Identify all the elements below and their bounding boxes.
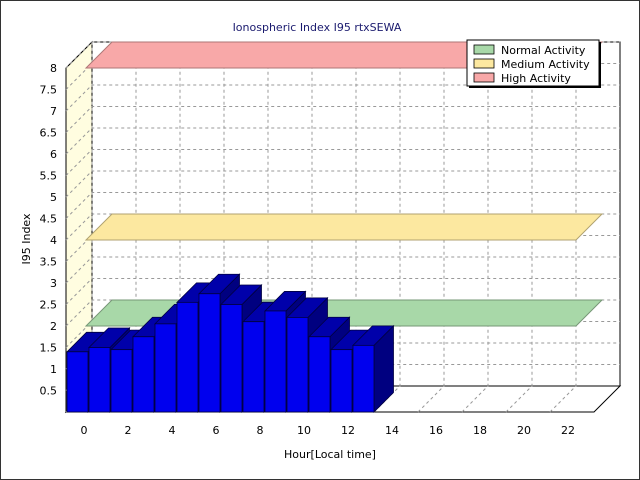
- bar-series: [66, 273, 395, 413]
- y-tick-label: 1.5: [40, 342, 58, 355]
- x-tick-label: 20: [517, 424, 531, 437]
- legend-label: Medium Activity: [501, 58, 590, 71]
- x-axis-label: Hour[Local time]: [284, 448, 376, 461]
- legend-swatch: [473, 58, 495, 69]
- legend-swatch: [473, 72, 495, 83]
- y-gridline: [65, 106, 620, 133]
- y-tick-label: 1: [50, 363, 57, 376]
- bar-front: [198, 293, 221, 413]
- y-gridline: [65, 256, 620, 284]
- x-tick-label: 16: [429, 424, 443, 437]
- bar-front: [352, 344, 375, 413]
- axes: 0.5 1 1.5 2 2.5 3 3.5 4 4.5 5 5.5 6 6.5 7 7.5 8 0 2 4 6 8 10 1…: [40, 62, 576, 437]
- y-tick-label: 0.5: [40, 385, 58, 398]
- y-tick-label: 3.5: [40, 256, 58, 269]
- y-tick-label: 2.5: [40, 299, 58, 312]
- bar-front: [308, 336, 331, 413]
- bar-front: [220, 304, 243, 413]
- bar-front: [286, 316, 309, 413]
- bar-front: [330, 349, 353, 413]
- y-tick-label: 8: [50, 62, 57, 75]
- x-gridline: [505, 42, 533, 413]
- y-tick-label: 7: [50, 105, 57, 118]
- y-tick-label: 6.5: [40, 127, 58, 140]
- bar-front: [132, 336, 155, 413]
- bar-front: [242, 321, 265, 413]
- x-tick-label: 10: [297, 424, 311, 437]
- chart-title: Ionospheric Index I95 rtxSEWA: [233, 21, 402, 34]
- y-tick-label: 5.5: [40, 170, 58, 183]
- y-tick-label: 6: [50, 148, 57, 161]
- y-gridline: [65, 149, 620, 176]
- x-tick-label: 12: [341, 424, 355, 437]
- y-axis-label: I95 Index: [20, 213, 33, 265]
- legend-label: High Activity: [501, 72, 571, 85]
- x-gridline: [417, 42, 445, 413]
- x-gridline: [461, 42, 489, 413]
- bar: [352, 324, 395, 413]
- x-tick-label: 18: [473, 424, 487, 437]
- bar-front: [66, 351, 89, 413]
- x-tick-label: 8: [257, 424, 264, 437]
- legend-swatch: [473, 44, 495, 55]
- y-tick-label: 3: [50, 277, 57, 290]
- x-tick-label: 22: [561, 424, 575, 437]
- bar-front: [176, 301, 199, 413]
- band-medium-activity: [84, 213, 604, 241]
- x-tick-label: 6: [213, 424, 220, 437]
- y-gridline: [65, 213, 620, 241]
- x-tick-label: 2: [125, 424, 132, 437]
- x-gridline: [549, 42, 577, 413]
- legend-label: Normal Activity: [501, 44, 586, 57]
- bar-front: [88, 347, 111, 413]
- y-tick-label: 7.5: [40, 84, 58, 97]
- bar-front: [154, 323, 177, 413]
- bar-front: [110, 349, 133, 413]
- y-tick-label: 5: [50, 191, 57, 204]
- bar-front: [264, 310, 287, 413]
- y-tick-label: 2: [50, 320, 57, 333]
- y-tick-label: 4.5: [40, 213, 58, 226]
- x-tick-label: 4: [169, 424, 176, 437]
- x-tick-label: 0: [81, 424, 88, 437]
- y-gridline: [65, 170, 620, 198]
- x-tick-label: 14: [385, 424, 399, 437]
- y-tick-label: 4: [50, 234, 57, 247]
